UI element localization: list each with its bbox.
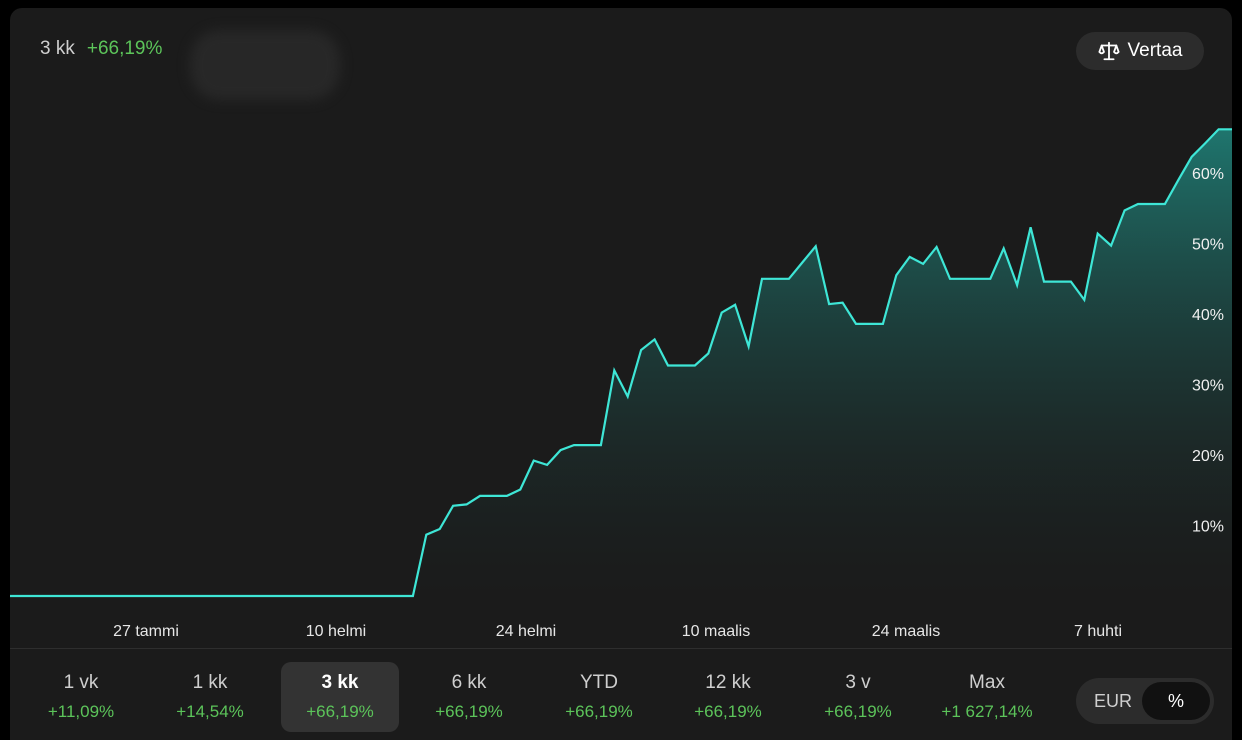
period-ytd[interactable]: YTD +66,19% — [540, 662, 658, 732]
chart-panel: 3 kk +66,19% Vertaa 10% 20% 30% — [10, 8, 1232, 740]
selected-period-label: 3 kk — [40, 38, 75, 59]
x-tick-label: 7 huhti — [1074, 623, 1122, 640]
unit-eur-option[interactable]: EUR — [1093, 690, 1132, 711]
period-change: +66,19% — [694, 702, 762, 721]
unit-toggle: EUR % — [1076, 678, 1214, 724]
y-tick-label: 30% — [1192, 378, 1224, 395]
performance-line — [10, 128, 1232, 598]
y-tick-label: 10% — [1192, 519, 1224, 536]
x-tick-label: 24 maalis — [872, 623, 940, 640]
y-tick-label: 50% — [1192, 237, 1224, 254]
period-12kk[interactable]: 12 kk +66,19% — [669, 662, 787, 732]
chart-header: 3 kk +66,19% — [40, 38, 162, 60]
period-label: 6 kk — [451, 672, 487, 693]
performance-area — [10, 129, 1232, 597]
period-3v[interactable]: 3 v +66,19% — [799, 662, 917, 732]
period-change: +66,19% — [565, 702, 633, 721]
period-change: +1 627,14% — [941, 702, 1033, 721]
period-label: 3 v — [845, 672, 871, 693]
top-edge — [0, 0, 1242, 8]
period-label: Max — [969, 672, 1005, 693]
period-label: 12 kk — [705, 672, 751, 693]
x-tick-label: 24 helmi — [496, 623, 556, 640]
period-change: +66,19% — [824, 702, 892, 721]
period-max[interactable]: Max +1 627,14% — [928, 662, 1046, 732]
period-6kk[interactable]: 6 kk +66,19% — [410, 662, 528, 732]
y-axis-ticks: 10% 20% 30% 40% 50% 60% — [1192, 166, 1224, 536]
compare-button-label: Vertaa — [1127, 40, 1183, 61]
y-tick-label: 20% — [1192, 448, 1224, 465]
y-tick-label: 60% — [1192, 166, 1224, 183]
period-change: +66,19% — [306, 702, 374, 721]
period-1vk[interactable]: 1 vk +11,09% — [22, 662, 140, 732]
period-change: +14,54% — [176, 702, 244, 721]
period-label: 1 vk — [63, 672, 99, 693]
unit-percent-option[interactable]: % — [1142, 682, 1210, 720]
period-label: YTD — [580, 672, 618, 693]
x-axis-ticks: 27 tammi 10 helmi 24 helmi 10 maalis 24 … — [113, 623, 1122, 640]
performance-chart: 10% 20% 30% 40% 50% 60% 27 tammi 10 helm… — [10, 128, 1232, 640]
period-change: +66,19% — [435, 702, 503, 721]
x-tick-label: 10 helmi — [306, 623, 366, 640]
compare-button[interactable]: Vertaa — [1076, 32, 1204, 70]
period-1kk[interactable]: 1 kk +14,54% — [151, 662, 269, 732]
x-tick-label: 10 maalis — [682, 623, 750, 640]
period-label: 1 kk — [192, 672, 228, 693]
chart-divider — [10, 648, 1232, 649]
period-selector: 1 vk +11,09% 1 kk +14,54% 3 kk +66,19% 6… — [10, 656, 1232, 740]
y-tick-label: 40% — [1192, 307, 1224, 324]
redacted-area — [190, 30, 340, 100]
period-label: 3 kk — [321, 672, 359, 693]
period-change: +11,09% — [47, 702, 115, 721]
x-tick-label: 27 tammi — [113, 623, 179, 640]
period-3kk[interactable]: 3 kk +66,19% — [281, 662, 399, 732]
selected-period-change: +66,19% — [86, 38, 163, 59]
scale-icon — [1097, 41, 1120, 61]
